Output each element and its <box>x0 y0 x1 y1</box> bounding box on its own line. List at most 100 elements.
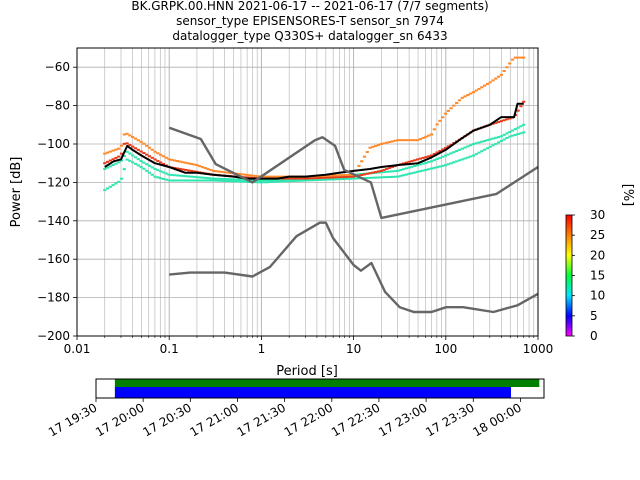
density-cell <box>513 133 517 136</box>
density-cell <box>432 159 436 162</box>
density-cell <box>323 174 328 177</box>
density-cell <box>172 179 177 182</box>
density-cell <box>203 176 207 179</box>
density-cell <box>427 134 431 137</box>
density-cell <box>198 179 202 182</box>
colorbar-tick-label: 5 <box>590 309 598 323</box>
density-cell <box>251 174 255 177</box>
density-cell <box>125 142 129 145</box>
density-cell <box>365 176 369 179</box>
density-cell <box>522 100 526 103</box>
density-cell <box>385 167 389 170</box>
density-cell <box>396 139 400 142</box>
density-cell <box>343 174 347 177</box>
density-cell <box>200 166 205 169</box>
density-cell <box>321 178 325 181</box>
density-cell <box>446 163 450 166</box>
density-cell <box>159 153 163 156</box>
density-cell <box>125 150 129 153</box>
density-cell <box>399 174 403 177</box>
density-cell <box>496 75 501 78</box>
density-cell <box>382 176 386 179</box>
density-cell <box>477 151 481 154</box>
density-cell <box>404 161 409 164</box>
density-cell <box>499 135 503 138</box>
density-cell <box>203 167 207 170</box>
density-cell <box>237 172 241 175</box>
density-cell <box>245 173 249 176</box>
density-cell <box>156 176 160 179</box>
density-cell <box>421 156 425 159</box>
density-cell <box>307 179 311 182</box>
density-cell <box>265 179 269 182</box>
density-cell <box>421 169 425 172</box>
density-cell <box>242 178 247 181</box>
density-cell <box>421 136 425 139</box>
density-cell <box>228 171 233 174</box>
density-cell <box>418 138 422 141</box>
density-cell <box>323 176 328 179</box>
density-cell <box>220 177 224 180</box>
density-cell <box>161 171 166 174</box>
density-cell <box>145 144 149 147</box>
density-cell <box>382 171 386 174</box>
density-cell <box>136 139 140 142</box>
density-cell <box>365 172 369 175</box>
density-cell <box>200 176 205 179</box>
density-cell <box>346 173 350 176</box>
density-cell <box>418 157 422 160</box>
density-cell <box>399 139 403 142</box>
density-cell <box>410 165 414 168</box>
density-cell <box>136 164 140 167</box>
density-cell <box>460 158 464 161</box>
density-cell <box>131 154 135 157</box>
density-cell <box>145 169 149 172</box>
density-cell <box>161 177 166 180</box>
density-cell <box>337 178 341 181</box>
density-cell <box>167 173 171 176</box>
x-axis-ticks: 0.01 0.1 1 10 100 1000 <box>64 336 553 356</box>
density-cell <box>390 165 395 168</box>
density-cell <box>485 82 490 85</box>
density-cell <box>270 179 274 182</box>
density-cell <box>114 148 118 151</box>
density-cell <box>516 133 520 136</box>
density-cell <box>455 160 459 163</box>
density-cell <box>449 107 453 110</box>
density-cell <box>407 166 411 169</box>
density-cell <box>175 179 179 182</box>
density-cell <box>457 148 462 151</box>
density-cell <box>267 179 272 182</box>
density-cell <box>452 161 456 164</box>
density-cell <box>466 94 470 97</box>
density-cell <box>276 178 280 181</box>
density-cell <box>351 175 355 178</box>
density-cell <box>209 177 213 180</box>
density-cell <box>133 156 138 159</box>
density-cell <box>206 168 210 171</box>
density-cell <box>192 179 196 182</box>
density-cell <box>142 161 146 164</box>
density-cell <box>332 174 336 177</box>
density-cell <box>248 174 252 177</box>
density-cell <box>189 162 193 165</box>
density-cell <box>455 150 459 153</box>
density-cell <box>480 86 484 89</box>
density-cell <box>326 176 330 179</box>
density-cell <box>287 180 291 183</box>
colorbar-tick-label: 30 <box>590 208 605 222</box>
density-cell <box>343 177 347 180</box>
density-cell <box>164 178 168 181</box>
density-cell <box>382 168 386 171</box>
density-cell <box>198 165 202 168</box>
density-cell <box>452 104 456 107</box>
density-cell <box>379 143 383 146</box>
density-cell <box>357 164 361 167</box>
density-cell <box>491 144 495 147</box>
mean-psd-line <box>104 102 524 180</box>
density-cell <box>245 176 249 179</box>
density-cell <box>159 170 163 173</box>
density-cell <box>170 158 174 161</box>
density-cell <box>226 178 230 181</box>
